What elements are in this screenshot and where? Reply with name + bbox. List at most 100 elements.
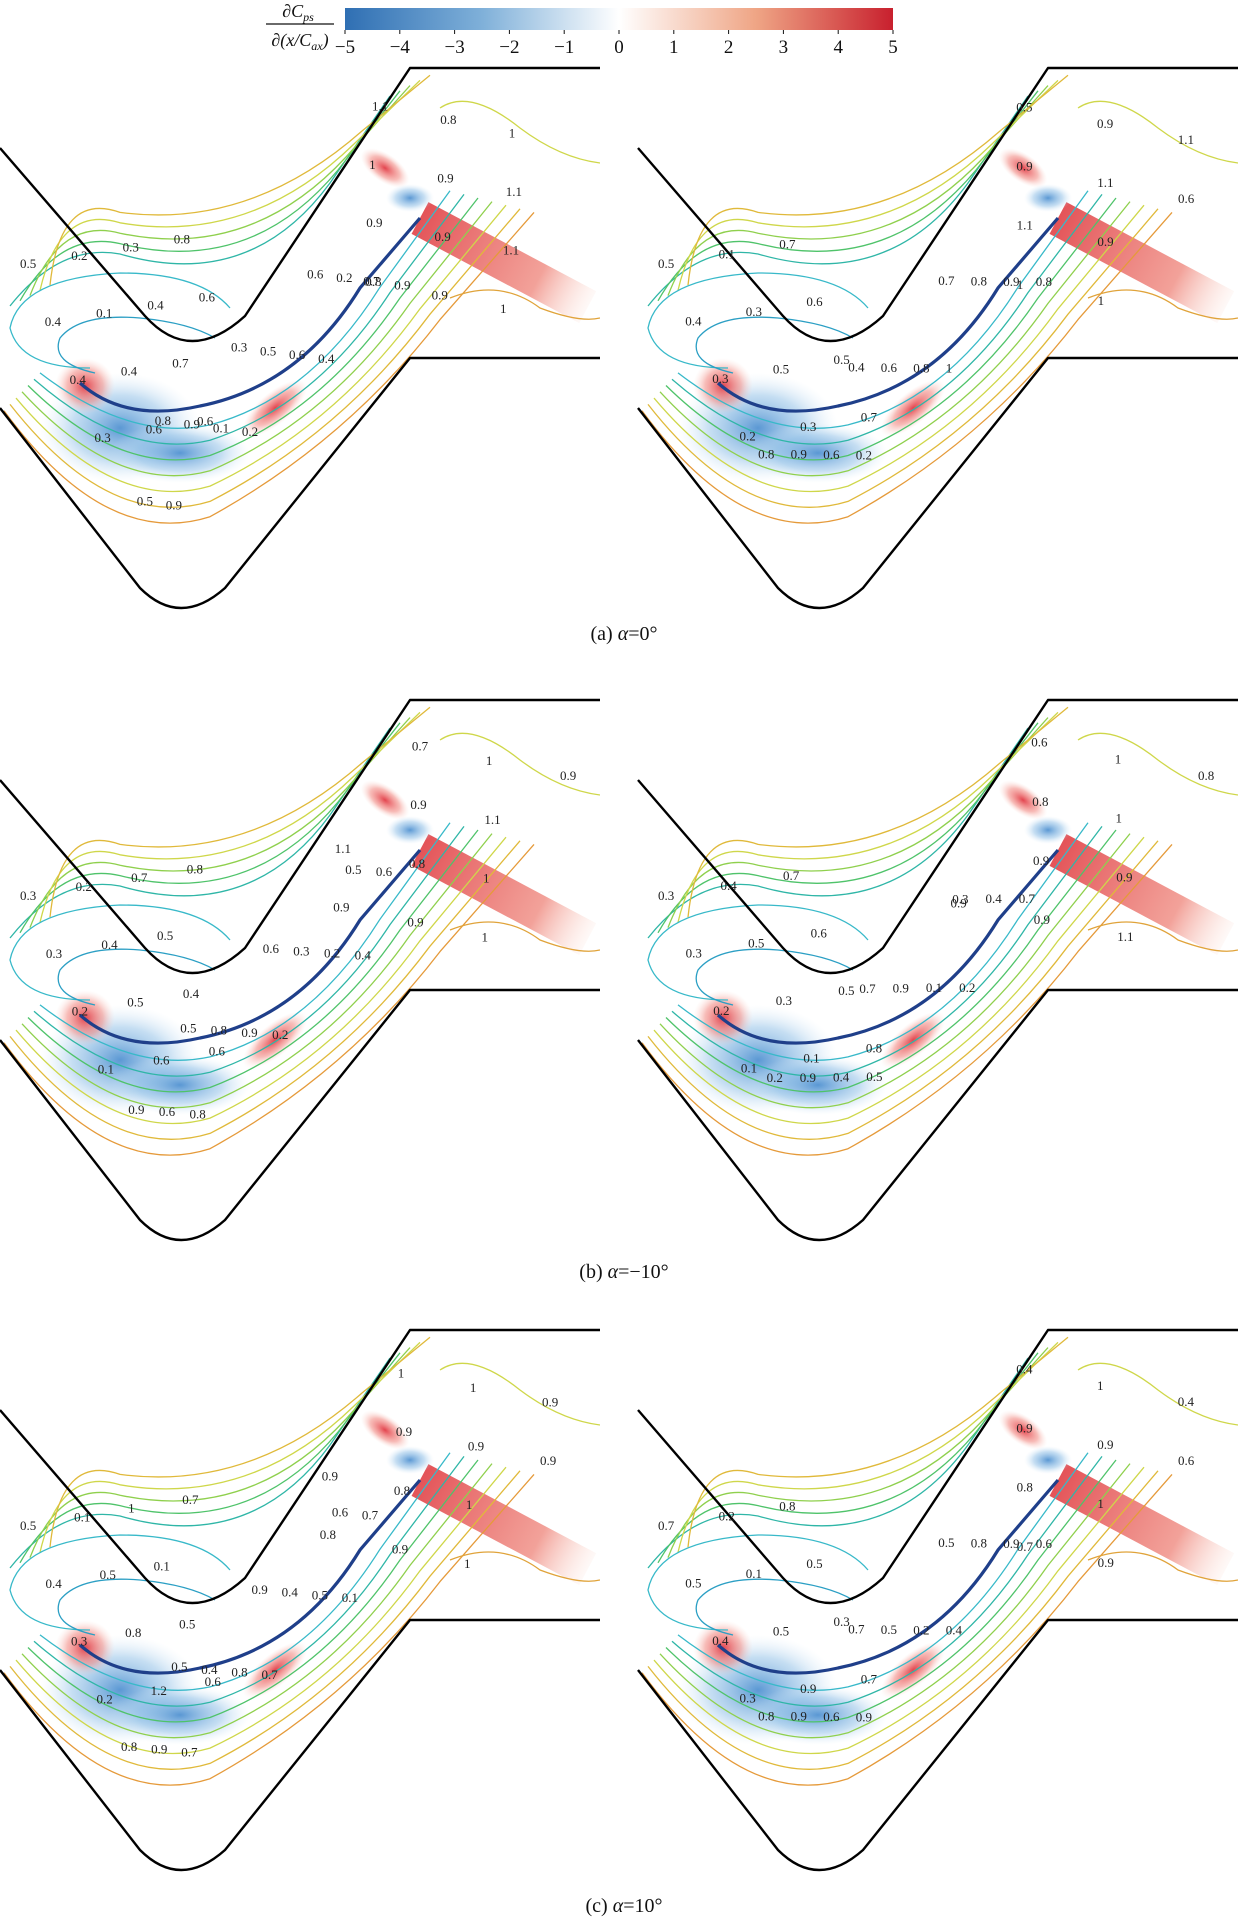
contour-label: 0.3 [71,1634,87,1649]
contour-label: 0.8 [1017,1480,1033,1495]
iso-contour-line [9,272,231,369]
contour-label: 0.9 [241,1025,257,1040]
contour-label: 0.9 [800,1681,816,1696]
contour-label: 1 [486,753,493,768]
shock-gradient-positive [998,1410,1048,1450]
contour-label: 0.2 [959,980,975,995]
contour-label: 0.9 [184,417,200,432]
passage-wall-upper [0,1328,600,1605]
contour-label: 0.2 [242,424,258,439]
shock-gradient-negative [1024,1446,1072,1474]
contour-label: 0.7 [848,1622,865,1637]
contour-label: 0.7 [783,868,800,883]
contour-label: 0.1 [154,1559,170,1574]
contour-label: 0.7 [363,274,380,289]
iso-contour-line [9,727,391,939]
contour-label: 0.8 [174,231,190,246]
contour-label: 0.3 [20,888,36,903]
contour-label: 1 [128,1501,135,1516]
iso-contour-line [1087,921,1238,952]
contour-label: 0.8 [125,1625,141,1640]
contour-label: 0.1 [342,1590,358,1605]
contour-label: 0.5 [1016,100,1032,115]
contour-label: 0.5 [685,1576,701,1591]
caption-b: (b) α=−10° [579,1261,668,1283]
iso-contour-line [677,190,1089,429]
iso-contour-line [677,79,1059,291]
contour-label: 0.9 [1033,853,1049,868]
shock-gradient-negative [386,184,434,212]
colorbar-tick-label: 0 [614,37,624,58]
blade-surface [716,216,1060,413]
cascade-a-left: 0.50.40.40.30.20.10.40.60.30.40.70.60.80… [0,66,600,610]
iso-contour-line [3,1473,535,1786]
contour-label: 0.8 [1198,768,1214,783]
contour-label: 0.9 [322,1468,338,1483]
contour-label: 0.9 [407,915,423,930]
contour-label: 0.5 [127,995,143,1010]
iso-contour-line [647,1470,1159,1770]
contour-label: 0.7 [1019,891,1036,906]
contour-label: 0.9 [392,1541,408,1556]
contour-label: 0.9 [1016,159,1032,174]
contour-label: 0.2 [324,946,340,961]
contour-label: 1 [946,361,953,376]
colorbar-tick-label: 4 [833,37,843,58]
passage-wall-lower [637,988,1238,1242]
contour-label: 0.3 [658,888,674,903]
contour-label: 0.9 [1097,234,1113,249]
contour-label: 0.8 [1032,794,1048,809]
contour-label: 0.4 [183,986,200,1001]
colorbar-ticks: −5 −4 −3 −2 −1 0 1 2 3 4 5 [335,30,898,58]
cascade-b-right: 0.3 0.3 0.2 0.1 0.4 0.5 0.3 0.1 0.7 0.6 0.5 0.8 0.2 0… [637,698,1238,1242]
contour-label: 1 [1017,277,1024,292]
contour-label: 0.8 [320,1527,336,1542]
contour-label: 0.5 [938,1535,954,1550]
contour-label: 1.1 [1097,175,1113,190]
contour-label: 1.1 [335,841,351,856]
iso-contour-line [659,833,1131,1109]
contour-label: 1.1 [506,184,522,199]
iso-contour-line [39,190,451,429]
contour-label: 0.6 [1178,191,1195,206]
iso-contour-line [1077,1362,1238,1426]
contour-label: 0.4 [721,878,738,893]
contour-label: 0.1 [74,1509,90,1524]
contour-label: 0.4 [946,1623,963,1638]
contour-label: 0.8 [394,1483,410,1498]
iso-contour-line [39,822,451,1061]
contour-label: 0.4 [712,1633,729,1648]
contour-label: 0.3 [686,946,702,961]
contour-label: 0.3 [46,946,62,961]
iso-contour-line [677,1452,1089,1691]
contour-label: 0.1 [741,1061,757,1076]
iso-contour-line [647,208,1159,508]
panels: 0.5 0.4 0.4 0.3 0.2 0.1 0.4 0.6 0.3 0.4 0.7 0.6 0.8 0… [0,66,1238,1872]
contour-label: 0.9 [432,287,448,302]
shock-gradient-negative [1024,184,1072,212]
iso-contour-line [695,1578,854,1636]
contour-label: 0.5 [834,352,850,367]
contour-label: 1 [1097,1378,1104,1393]
contour-label: 1.2 [151,1683,167,1698]
passage-wall-upper [637,1328,1238,1605]
iso-contour-line [1087,289,1238,320]
contour-label: 0.9 [1034,912,1050,927]
contour-label: 0.6 [1031,735,1048,750]
contour-label: 0.8 [211,1023,227,1038]
contour-label: 0.6 [376,864,393,879]
contour-label: 0.5 [20,1518,36,1533]
iso-contour-line [695,316,854,374]
contour-label: 0.8 [971,274,987,289]
iso-contour-line [657,1352,1039,1564]
gradient-region-positive [880,1011,946,1069]
contour-label: 0.2 [713,1003,729,1018]
contour-label: 0.2 [76,879,92,894]
contour-label: 0.5 [260,343,276,358]
contour-label: 0.7 [859,981,876,996]
iso-contour-line [647,727,1029,939]
passage-wall-lower [0,988,600,1242]
contour-label: 0.9 [366,215,382,230]
contour-label: 0.8 [231,1665,247,1680]
contour-label: 0.9 [468,1439,484,1454]
